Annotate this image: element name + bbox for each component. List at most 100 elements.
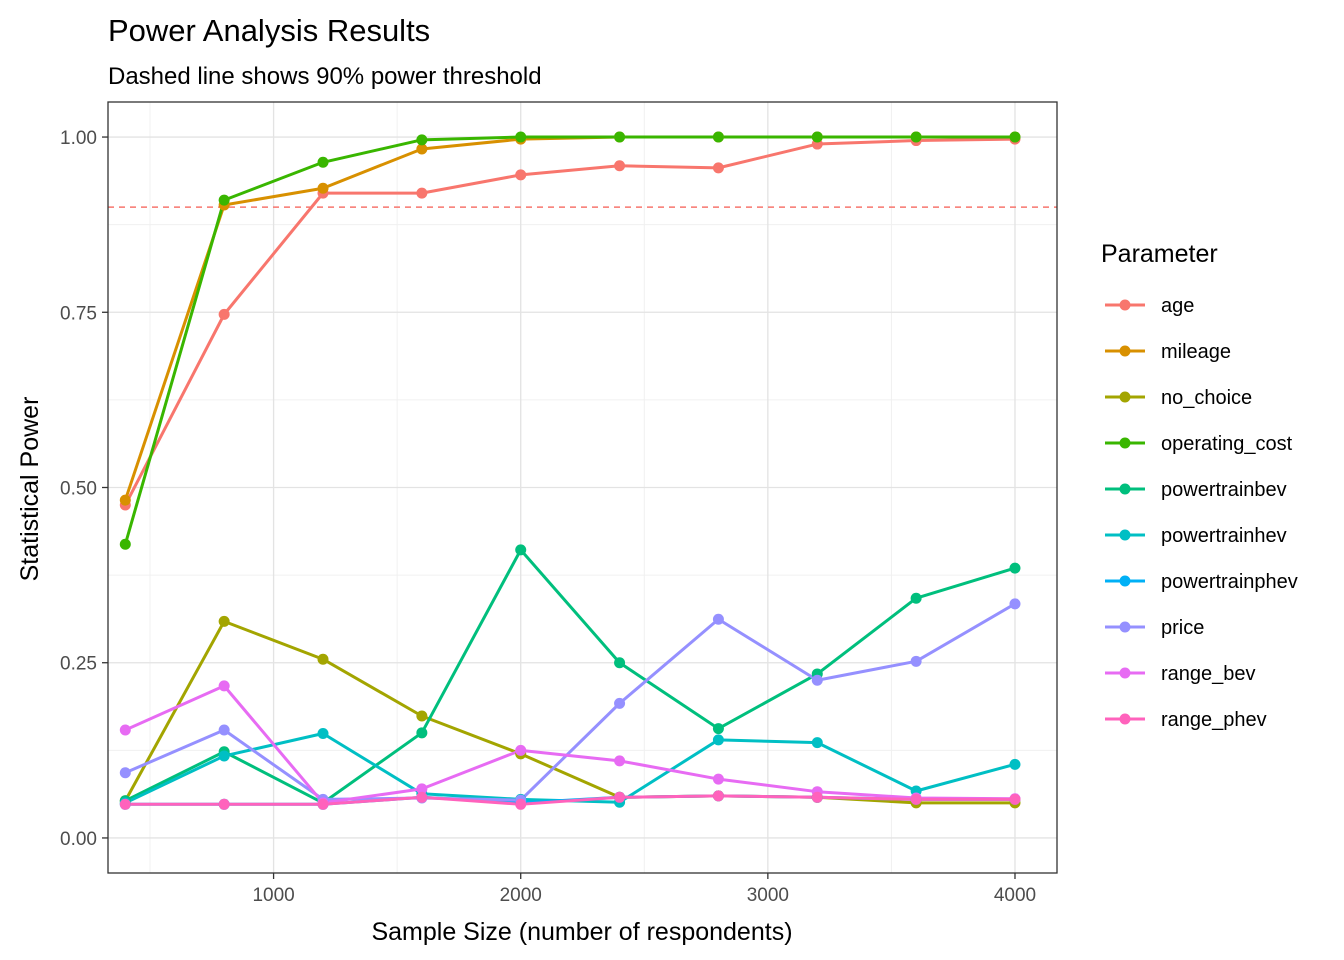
data-point-range_bev bbox=[515, 744, 527, 756]
x-axis: 1000 2000 3000 4000 bbox=[252, 873, 1036, 906]
data-point-price bbox=[811, 674, 823, 686]
data-point-operating_cost bbox=[910, 131, 922, 143]
data-point-price bbox=[614, 697, 626, 709]
y-tick-label: 0.75 bbox=[60, 303, 97, 324]
data-point-price bbox=[910, 655, 922, 667]
legend-label: powertrainbev bbox=[1161, 479, 1287, 501]
data-point-no_choice bbox=[317, 653, 329, 665]
y-tick-label: 1.00 bbox=[60, 128, 97, 149]
legend-label: price bbox=[1161, 617, 1204, 639]
data-point-powertrainhev bbox=[317, 728, 329, 740]
data-point-range_phev bbox=[712, 790, 724, 802]
y-axis: 0.00 0.25 0.50 0.75 1.00 bbox=[60, 128, 108, 850]
y-tick-label: 0.25 bbox=[60, 654, 97, 675]
data-point-range_bev bbox=[614, 755, 626, 767]
data-point-range_phev bbox=[317, 798, 329, 810]
data-point-range_phev bbox=[119, 798, 131, 810]
legend-key-point bbox=[1119, 345, 1131, 357]
series-line-price bbox=[124, 602, 1016, 802]
legend-key-point bbox=[1119, 575, 1131, 587]
data-point-range_phev bbox=[515, 798, 527, 810]
legend-key-point bbox=[1119, 713, 1131, 725]
plot-area: 1000 2000 3000 4000 0.00 0.25 0.50 0.75 1.00 bbox=[60, 101, 1058, 906]
data-point-powertrainbev bbox=[614, 657, 626, 669]
legend-key-point bbox=[1119, 437, 1131, 449]
data-point-age bbox=[218, 308, 230, 320]
data-point-age bbox=[416, 187, 428, 199]
data-point-range_bev bbox=[119, 724, 131, 736]
data-point-range_phev bbox=[416, 791, 428, 803]
data-point-range_bev bbox=[712, 773, 724, 785]
data-point-range_bev bbox=[416, 783, 428, 795]
series-line-range_bev bbox=[124, 684, 1015, 805]
data-point-operating_cost bbox=[317, 156, 329, 168]
data-point-price bbox=[218, 724, 230, 736]
legend-label: mileage bbox=[1161, 341, 1231, 363]
legend-label: powertrainhev bbox=[1161, 525, 1287, 547]
data-point-operating_cost bbox=[811, 131, 823, 143]
legend-key-point bbox=[1119, 483, 1131, 495]
series-line-age bbox=[123, 137, 1016, 506]
legend-item-range_phev: range_phev bbox=[1105, 709, 1267, 731]
data-point-powertrainhev bbox=[811, 737, 823, 749]
data-point-age bbox=[712, 162, 724, 174]
data-point-mileage bbox=[119, 494, 131, 506]
series-points bbox=[119, 131, 1021, 810]
data-point-powertrainbev bbox=[712, 723, 724, 735]
major-gridlines bbox=[108, 102, 1057, 873]
legend-label: age bbox=[1161, 295, 1194, 317]
legend-item-mileage: mileage bbox=[1105, 341, 1231, 363]
data-point-operating_cost bbox=[119, 538, 131, 550]
legend-key-point bbox=[1119, 667, 1131, 679]
legend-item-age: age bbox=[1105, 295, 1194, 317]
data-point-range_bev bbox=[218, 680, 230, 692]
data-point-mileage bbox=[416, 143, 428, 155]
data-point-range_phev bbox=[614, 791, 626, 803]
data-point-operating_cost bbox=[712, 131, 724, 143]
legend-key-point bbox=[1119, 391, 1131, 403]
series-line-operating_cost bbox=[123, 135, 1015, 545]
legend-items: age mileage no_choice operating_costpowertr… bbox=[1105, 295, 1298, 731]
legend-key-point bbox=[1119, 299, 1131, 311]
data-point-operating_cost bbox=[515, 131, 527, 143]
legend-label: operating_cost bbox=[1161, 433, 1293, 455]
data-point-range_phev bbox=[811, 791, 823, 803]
legend-item-operating_cost: operating_cost bbox=[1105, 433, 1293, 455]
chart-subtitle: Dashed line shows 90% power threshold bbox=[108, 63, 542, 90]
data-point-age bbox=[614, 160, 626, 172]
data-point-mileage bbox=[317, 182, 329, 194]
legend-item-no_choice: no_choice bbox=[1105, 387, 1252, 409]
y-axis-title: Statistical Power bbox=[16, 397, 44, 582]
legend-label: range_phev bbox=[1161, 709, 1267, 731]
legend-item-powertrainphev: powertrainphev bbox=[1105, 571, 1298, 593]
y-tick-label: 0.00 bbox=[60, 829, 97, 850]
chart-title: Power Analysis Results bbox=[108, 13, 430, 48]
data-point-price bbox=[712, 613, 724, 625]
legend-item-range_bev: range_bev bbox=[1105, 663, 1256, 685]
series-line-powertrainbev bbox=[124, 548, 1016, 805]
legend-title: Parameter bbox=[1101, 240, 1218, 268]
data-point-no_choice bbox=[218, 615, 230, 627]
legend-item-powertrainhev: powertrainhev bbox=[1105, 525, 1287, 547]
series-lines bbox=[123, 135, 1016, 806]
data-point-operating_cost bbox=[218, 194, 230, 206]
data-point-age bbox=[515, 169, 527, 181]
legend-label: powertrainphev bbox=[1161, 571, 1298, 593]
legend-label: range_bev bbox=[1161, 663, 1256, 685]
data-point-range_phev bbox=[218, 798, 230, 810]
legend-label: no_choice bbox=[1161, 387, 1252, 409]
data-point-powertrainhev bbox=[712, 734, 724, 746]
data-point-powertrainbev bbox=[515, 544, 527, 556]
x-tick-label: 1000 bbox=[252, 885, 294, 906]
x-axis-title: Sample Size (number of respondents) bbox=[371, 918, 792, 946]
legend-key-point bbox=[1119, 621, 1131, 633]
data-point-operating_cost bbox=[1009, 131, 1021, 143]
legend-key-point bbox=[1119, 529, 1131, 541]
legend: Parameter age mileage no_choice operating_c… bbox=[1101, 240, 1298, 731]
data-point-powertrainhev bbox=[218, 750, 230, 762]
y-tick-label: 0.50 bbox=[60, 479, 97, 500]
data-point-powertrainhev bbox=[1009, 758, 1021, 770]
data-point-range_phev bbox=[910, 793, 922, 805]
x-tick-label: 4000 bbox=[994, 885, 1036, 906]
